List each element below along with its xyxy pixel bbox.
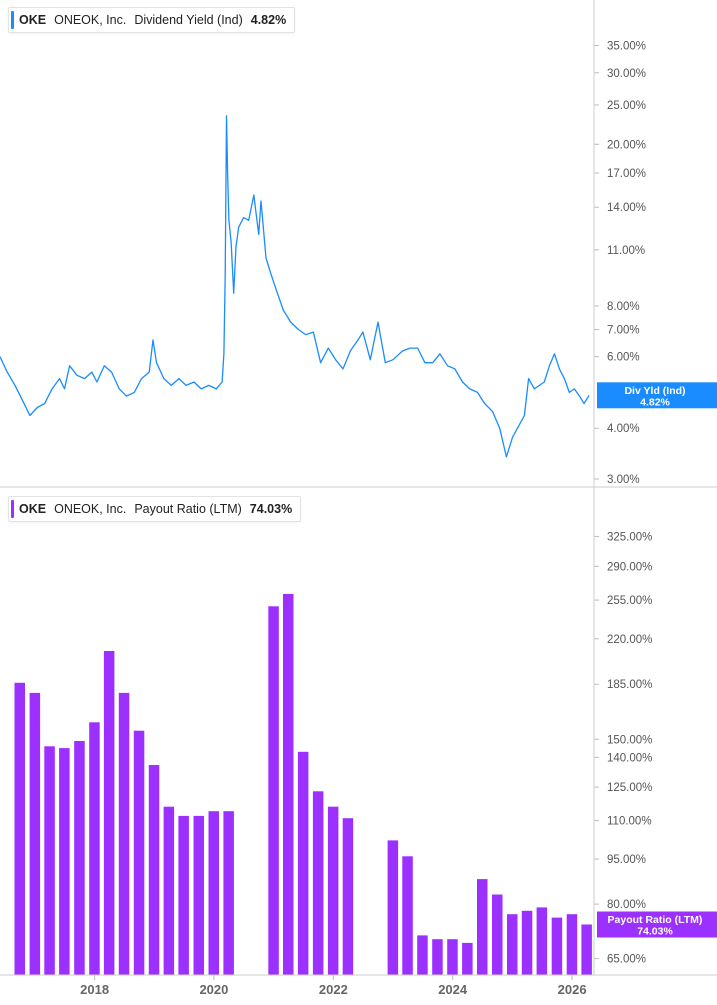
- payout-ratio-bar: [417, 935, 428, 975]
- y-tick-label: 30.00%: [607, 68, 646, 80]
- payout-ratio-bar: [477, 879, 488, 975]
- payout-ratio-bar: [551, 917, 563, 975]
- end-value-title: Payout Ratio (LTM): [608, 914, 703, 926]
- legend-company: ONEOK, Inc.: [54, 502, 127, 516]
- y-tick-label: 8.00%: [607, 301, 640, 313]
- end-value-badge: [597, 911, 717, 938]
- y-tick-label: 255.00%: [607, 595, 652, 607]
- payout-ratio-bar: [118, 692, 130, 975]
- payout-ratio-bar: [103, 651, 115, 975]
- payout-ratio-bar: [566, 914, 578, 975]
- payout-ratio-bar: [148, 765, 160, 975]
- x-tick-label: 2020: [199, 982, 228, 997]
- x-tick-label: 2024: [438, 982, 468, 997]
- y-tick-label: 6.00%: [607, 352, 640, 364]
- payout-ratio-bar: [402, 856, 413, 975]
- y-tick-label: 20.00%: [607, 139, 646, 151]
- x-tick-label: 2026: [558, 982, 587, 997]
- series-color-swatch: [11, 500, 14, 518]
- payout-ratio-bar: [44, 746, 55, 975]
- payout-ratio-bar: [163, 806, 175, 975]
- legend-value: 74.03%: [249, 502, 293, 516]
- dividend-yield-panel: 35.00% 30.00% 25.00% 20.00% 17.00% 14.00% 11.0…: [0, 41, 717, 486]
- y-tick-label: 4.00%: [607, 423, 640, 435]
- y-tick-label: 17.00%: [607, 168, 646, 180]
- dividend-yield-line: [0, 115, 590, 458]
- y-tick-label: 7.00%: [607, 325, 640, 337]
- y-tick-label: 325.00%: [607, 531, 652, 543]
- legend-company: ONEOK, Inc.: [54, 13, 127, 27]
- legend-metric: Payout Ratio (LTM): [134, 502, 242, 516]
- legend-ticker: OKE: [19, 502, 47, 516]
- payout-ratio-bar: [507, 914, 518, 975]
- dividend-yield-legend[interactable]: OKE ONEOK, Inc. Dividend Yield (Ind) 4.8…: [8, 7, 296, 33]
- payout-ratio-bar: [208, 811, 219, 975]
- payout-ratio-bar: [297, 751, 309, 975]
- payout-ratio-legend[interactable]: OKE ONEOK, Inc. Payout Ratio (LTM) 74.03…: [8, 496, 302, 522]
- series-color-swatch: [11, 11, 14, 29]
- x-tick-label: 2018: [80, 982, 109, 997]
- y-tick-label: 35.00%: [607, 41, 646, 53]
- y-tick-label: 11.00%: [607, 245, 645, 257]
- y-tick-label: 80.00%: [607, 899, 646, 911]
- payout-ratio-bar: [432, 939, 443, 975]
- y-tick-label: 125.00%: [607, 782, 652, 794]
- end-value-badge: [597, 382, 717, 409]
- y-tick-label: 140.00%: [607, 752, 652, 764]
- x-tick-label: 2022: [319, 982, 348, 997]
- y-tick-label: 290.00%: [607, 561, 652, 573]
- legend-ticker: OKE: [19, 13, 47, 27]
- y-tick-label: 25.00%: [607, 100, 646, 112]
- y-tick-label: 110.00%: [607, 816, 652, 828]
- legend-value: 4.82%: [250, 13, 287, 27]
- end-value-number: 74.03%: [637, 926, 673, 938]
- payout-ratio-bar: [89, 722, 100, 975]
- y-tick-label: 150.00%: [607, 734, 652, 746]
- x-axis: 2018 2020 2022 2024 2026: [80, 975, 587, 997]
- payout-ratio-bar: [133, 730, 145, 975]
- y-tick-label: 3.00%: [607, 474, 640, 486]
- payout-ratio-bar: [581, 924, 592, 975]
- payout-ratio-bar: [536, 907, 548, 975]
- payout-ratio-panel: 325.00% 290.00% 255.00% 220.00% 185.00% 150.0…: [14, 531, 717, 975]
- payout-ratio-bar: [223, 811, 234, 975]
- y-tick-label: 95.00%: [607, 854, 646, 866]
- payout-ratio-bar: [387, 840, 399, 975]
- payout-ratio-bar: [283, 594, 294, 975]
- payout-ratio-bar: [14, 682, 25, 975]
- legend-metric: Dividend Yield (Ind): [134, 13, 243, 27]
- payout-ratio-bar: [312, 791, 324, 975]
- payout-ratio-bar: [59, 748, 70, 975]
- y-tick-label: 220.00%: [607, 634, 652, 646]
- payout-ratio-bar: [74, 741, 85, 975]
- y-tick-label: 185.00%: [607, 679, 652, 691]
- end-value-number: 4.82%: [640, 396, 670, 408]
- end-value-title: Div Yld (Ind): [624, 385, 685, 397]
- payout-ratio-bar: [178, 815, 189, 975]
- payout-ratio-bar: [492, 894, 503, 975]
- payout-ratio-bar: [462, 942, 473, 975]
- payout-ratio-bar: [327, 806, 339, 975]
- payout-ratio-bar: [342, 818, 354, 975]
- y-tick-label: 65.00%: [607, 954, 646, 966]
- y-tick-label: 14.00%: [607, 202, 646, 214]
- payout-ratio-bar: [268, 606, 279, 975]
- payout-ratio-bar: [521, 910, 533, 975]
- payout-ratio-bar: [29, 692, 41, 975]
- payout-ratio-bar: [447, 939, 458, 975]
- payout-ratio-bar: [193, 815, 204, 975]
